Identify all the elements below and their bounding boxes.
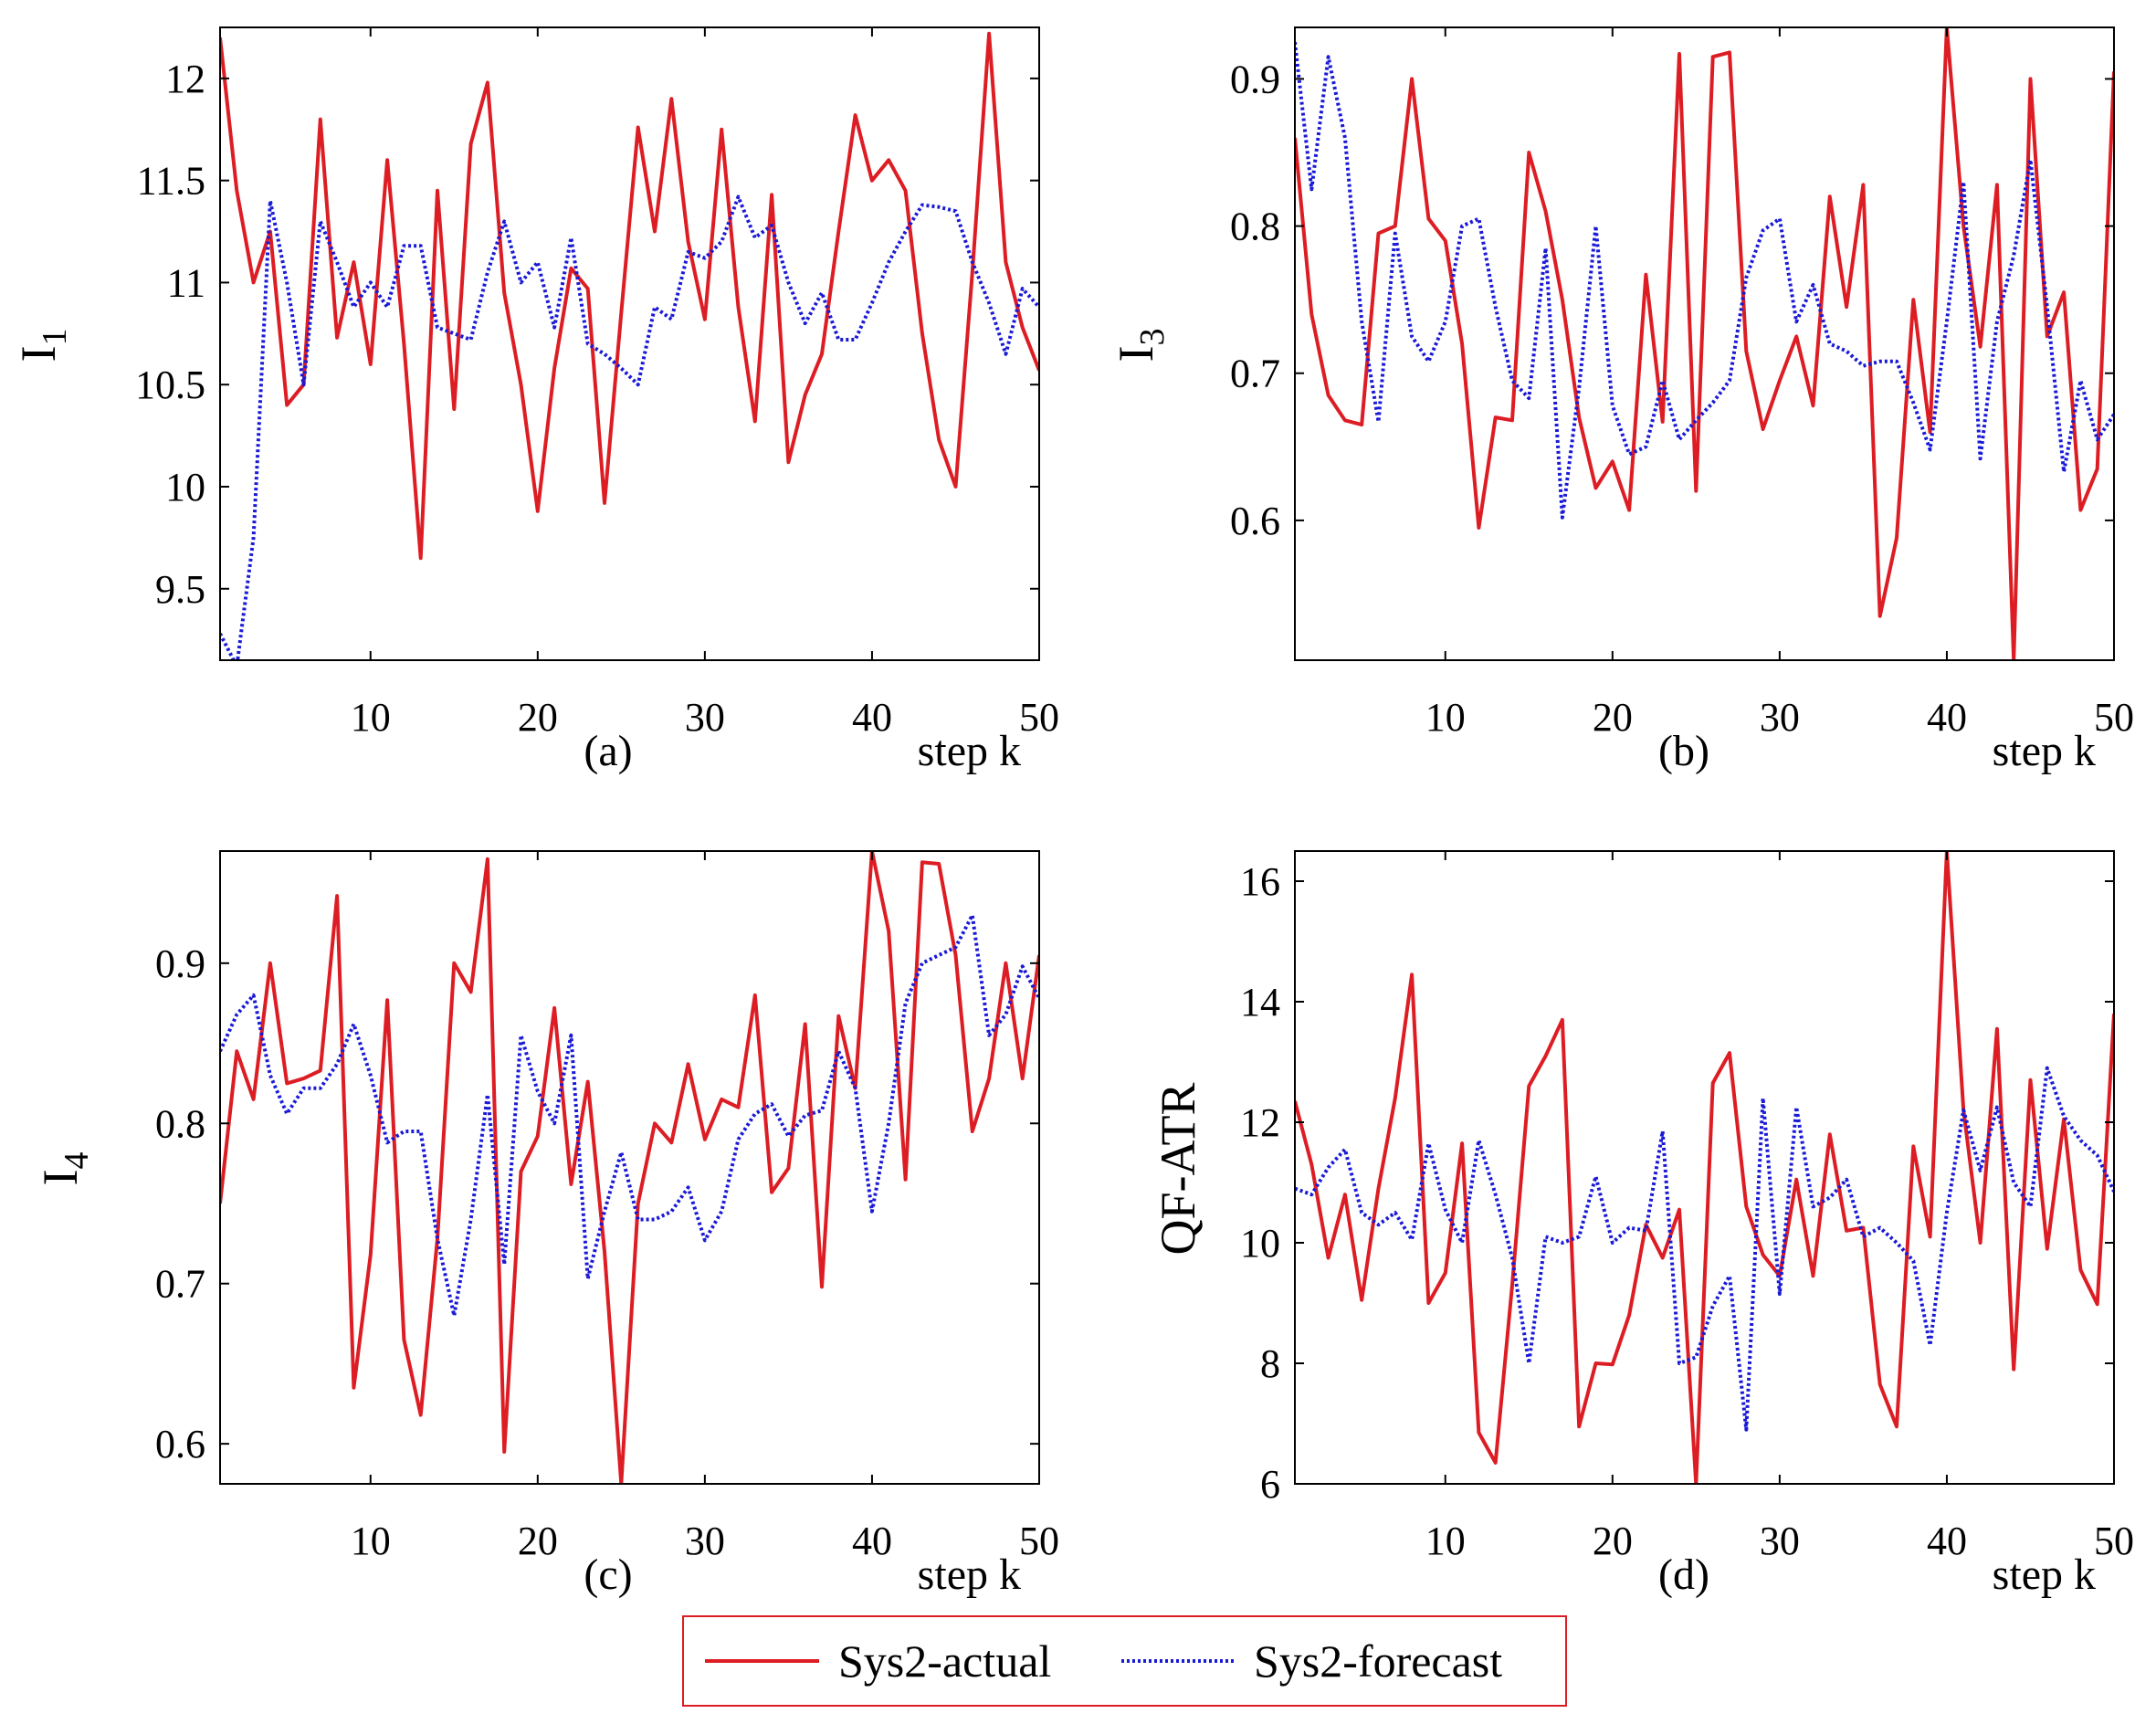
panel-c: 0.6 0.7 0.8 0.9 10 20 30 40 50 I4 (c) step k bbox=[33, 850, 1059, 1599]
panel-b-frame bbox=[1294, 26, 2115, 661]
panel-d-xticklabels: 10 20 30 40 50 bbox=[1425, 1519, 2134, 1563]
panel-d-xtick-label: 20 bbox=[1593, 1519, 1633, 1563]
panel-d-ytick-label: 6 bbox=[1260, 1462, 1280, 1507]
panel-a-caption: (a) bbox=[584, 727, 632, 775]
panel-c-xtick-label: 40 bbox=[852, 1519, 892, 1563]
panel-b-xticklabels: 10 20 30 40 50 bbox=[1425, 695, 2134, 740]
panel-a-ytick-label: 10 bbox=[165, 465, 205, 510]
panel-d-xtick-label: 30 bbox=[1760, 1519, 1800, 1563]
panel-a-ytick-label: 11 bbox=[167, 260, 205, 305]
legend-label-forecast: Sys2-forecast bbox=[1254, 1635, 1502, 1687]
panel-a-ytick-label: 9.5 bbox=[155, 567, 205, 612]
panel-b-ylabel-main: I bbox=[1109, 346, 1163, 363]
panel-a-ylabel-sub: 1 bbox=[36, 329, 74, 346]
panel-a-xtick-label: 30 bbox=[685, 695, 725, 740]
panel-d-ytick-label: 8 bbox=[1260, 1341, 1280, 1386]
panel-a-xtick-label: 10 bbox=[351, 695, 391, 740]
panel-b-xtick-label: 40 bbox=[1927, 695, 1967, 740]
panel-a-ylabel-main: I bbox=[11, 346, 66, 363]
panel-b-xlabel: step k bbox=[1993, 727, 2096, 775]
panel-b-xtick-label: 10 bbox=[1425, 695, 1466, 740]
panel-b-yticklabels: 0.6 0.7 0.8 0.9 bbox=[1230, 57, 1280, 542]
panel-c-series bbox=[220, 851, 1039, 1484]
panel-a-xticklabels: 10 20 30 40 50 bbox=[351, 695, 1059, 740]
panel-a-ylabel: I1 bbox=[11, 329, 74, 363]
panel-c-ylabel-sub: 4 bbox=[58, 1152, 96, 1170]
panel-c-ytick-label: 0.7 bbox=[155, 1262, 205, 1307]
legend: Sys2-actual Sys2-forecast bbox=[682, 1615, 1567, 1707]
panel-c-ytick-label: 0.9 bbox=[155, 941, 205, 986]
panel-c-xtick-label: 50 bbox=[1019, 1519, 1059, 1563]
panel-d-ytick-label: 12 bbox=[1240, 1100, 1280, 1145]
panel-a-xtick-label: 50 bbox=[1019, 695, 1059, 740]
panel-a-ytick-label: 12 bbox=[165, 57, 205, 101]
panel-b-ytick-label: 0.9 bbox=[1230, 57, 1280, 101]
panel-b-xtick-label: 50 bbox=[2094, 695, 2134, 740]
panel-b-ytick-label: 0.6 bbox=[1230, 499, 1280, 543]
panel-c-ylabel: I4 bbox=[33, 1152, 96, 1186]
panel-c-ylabel-main: I bbox=[33, 1170, 88, 1186]
panel-d-ylabel: QF-ATR bbox=[1151, 1082, 1205, 1255]
panel-c-ticks bbox=[220, 851, 1040, 1484]
panel-b-ylabel-sub: 3 bbox=[1133, 329, 1172, 346]
panel-a-ticks bbox=[220, 27, 1040, 660]
panel-a: 9.5 10 10.5 11 11.5 12 10 20 30 40 50 I1 (a) step… bbox=[11, 26, 1059, 775]
panel-c-caption: (c) bbox=[584, 1551, 632, 1599]
panel-a-line-actual bbox=[220, 31, 1039, 561]
panel-d-caption: (d) bbox=[1658, 1551, 1709, 1599]
panel-c-xtick-label: 30 bbox=[685, 1519, 725, 1563]
panel-a-xlabel: step k bbox=[918, 727, 1021, 775]
panel-c-ytick-label: 0.6 bbox=[155, 1422, 205, 1466]
panel-b-xtick-label: 30 bbox=[1760, 695, 1800, 740]
panel-a-series bbox=[220, 31, 1039, 660]
legend-label-actual: Sys2-actual bbox=[838, 1635, 1051, 1687]
panel-c-xtick-label: 20 bbox=[518, 1519, 558, 1563]
panel-c-xlabel: step k bbox=[918, 1551, 1021, 1599]
panel-d-xtick-label: 10 bbox=[1425, 1519, 1466, 1563]
panel-c-line-actual bbox=[220, 851, 1039, 1484]
panel-b-line-actual bbox=[1295, 27, 2114, 660]
panel-a-line-forecast bbox=[220, 194, 1039, 660]
panel-b-ytick-label: 0.7 bbox=[1230, 352, 1280, 396]
panel-d-frame bbox=[1294, 850, 2115, 1485]
panel-a-yticklabels: 9.5 10 10.5 11 11.5 12 bbox=[135, 57, 205, 612]
panel-b-caption: (b) bbox=[1658, 727, 1709, 775]
panel-d-line-actual bbox=[1295, 851, 2114, 1484]
panel-d-ytick-label: 14 bbox=[1240, 980, 1280, 1025]
panel-b-ylabel: I3 bbox=[1109, 329, 1172, 363]
panel-d-series bbox=[1295, 851, 2114, 1484]
panel-a-ytick-label: 10.5 bbox=[135, 363, 205, 407]
panel-b-ticks bbox=[1295, 27, 2115, 660]
panel-b-xtick-label: 20 bbox=[1593, 695, 1633, 740]
panel-c-frame bbox=[219, 850, 1040, 1485]
panel-c-ytick-label: 0.8 bbox=[155, 1101, 205, 1146]
panel-a-frame bbox=[219, 26, 1040, 661]
legend-box bbox=[682, 1615, 1567, 1707]
panel-b-series bbox=[1295, 27, 2114, 660]
panel-d-xtick-label: 50 bbox=[2094, 1519, 2134, 1563]
panel-c-xticklabels: 10 20 30 40 50 bbox=[351, 1519, 1059, 1563]
panel-d-ticks bbox=[1295, 851, 2115, 1485]
panel-a-ytick-label: 11.5 bbox=[137, 159, 205, 204]
panel-d-ylabel-main: QF-ATR bbox=[1151, 1082, 1205, 1255]
panel-a-xtick-label: 40 bbox=[852, 695, 892, 740]
panel-b-line-forecast bbox=[1295, 41, 2114, 520]
panel-d-ytick-label: 16 bbox=[1240, 859, 1280, 904]
panel-a-xtick-label: 20 bbox=[518, 695, 558, 740]
panel-b: 0.6 0.7 0.8 0.9 10 20 30 40 50 I3 (b) step k bbox=[1109, 26, 2134, 775]
panel-d-yticklabels: 6 8 10 12 14 16 bbox=[1240, 859, 1280, 1507]
panel-d: 6 8 10 12 14 16 10 20 30 40 50 QF-ATR (d) step k bbox=[1151, 850, 2134, 1599]
panel-d-xlabel: step k bbox=[1993, 1551, 2096, 1599]
panel-b-ytick-label: 0.8 bbox=[1230, 205, 1280, 249]
panel-d-xtick-label: 40 bbox=[1927, 1519, 1967, 1563]
panel-d-ytick-label: 10 bbox=[1240, 1221, 1280, 1266]
panel-c-xtick-label: 10 bbox=[351, 1519, 391, 1563]
panel-c-line-forecast bbox=[220, 913, 1039, 1318]
panel-c-yticklabels: 0.6 0.7 0.8 0.9 bbox=[155, 941, 205, 1466]
